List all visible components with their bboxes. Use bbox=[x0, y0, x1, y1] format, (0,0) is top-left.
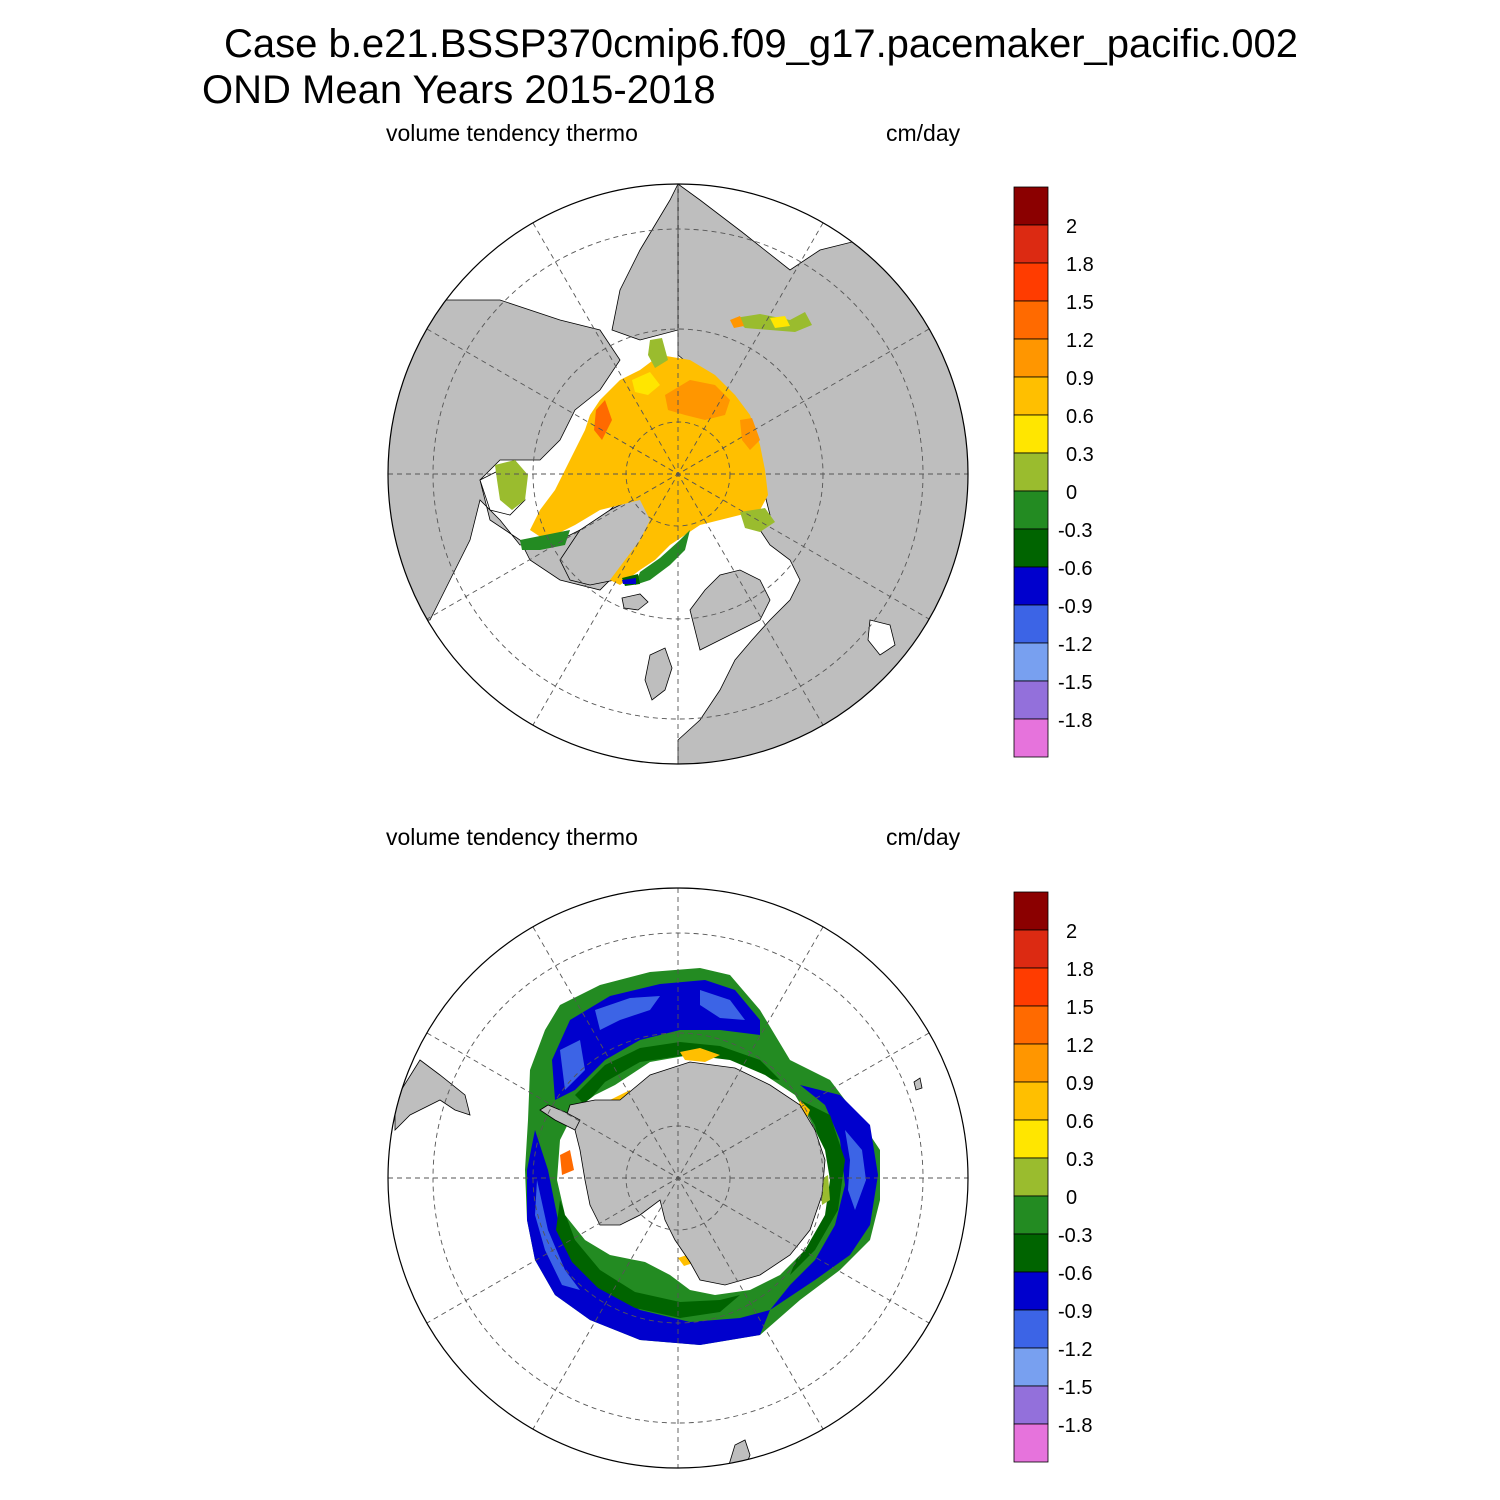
south-colorbar-label: 2 bbox=[1066, 921, 1077, 943]
south-colorbar-label: 1.8 bbox=[1066, 959, 1094, 981]
north-colorbar-label: 0.3 bbox=[1066, 444, 1094, 466]
north-colorbar-box bbox=[1013, 680, 1049, 720]
south-colorbar-box bbox=[1013, 1309, 1049, 1349]
south-colorbar-box bbox=[1013, 967, 1049, 1007]
antarctica-land bbox=[564, 1061, 826, 1286]
north-colorbar-label: 0.9 bbox=[1066, 368, 1094, 390]
north-colorbar-box bbox=[1013, 642, 1049, 682]
north-map-border bbox=[387, 183, 969, 765]
south-colorbar-box bbox=[1013, 1233, 1049, 1273]
south-colorbar-box bbox=[1013, 1081, 1049, 1121]
south-colorbar-label: -1.2 bbox=[1058, 1339, 1092, 1361]
north-colorbar-box bbox=[1013, 566, 1049, 606]
north-colorbar-box bbox=[1013, 414, 1049, 454]
north-colorbar-label: 2 bbox=[1066, 216, 1077, 238]
south-colorbar-label: 0.9 bbox=[1066, 1073, 1094, 1095]
south-colorbar-label: -1.5 bbox=[1058, 1377, 1092, 1399]
north-colorbar-label: 1.5 bbox=[1066, 292, 1094, 314]
title-line-2: OND Mean Years 2015-2018 bbox=[202, 68, 716, 112]
north-ice-field bbox=[495, 312, 812, 586]
south-colorbar-label: -0.9 bbox=[1058, 1301, 1092, 1323]
south-panel-left-label: volume tendency thermo bbox=[386, 824, 638, 850]
north-colorbar-box bbox=[1013, 452, 1049, 492]
north-colorbar-label: -0.3 bbox=[1058, 520, 1092, 542]
north-colorbar-box bbox=[1013, 718, 1049, 758]
south-map-border bbox=[387, 887, 969, 1469]
north-colorbar-label: -1.5 bbox=[1058, 672, 1092, 694]
north-colorbar-box bbox=[1013, 528, 1049, 568]
north-graticule bbox=[388, 184, 968, 764]
north-colorbar-label: 0 bbox=[1066, 482, 1077, 504]
north-colorbar-box bbox=[1013, 376, 1049, 416]
south-colorbar-label: 0 bbox=[1066, 1187, 1077, 1209]
north-panel-left-label: volume tendency thermo bbox=[386, 120, 638, 146]
north-colorbar-box bbox=[1013, 186, 1049, 226]
south-colorbar-box bbox=[1013, 1271, 1049, 1311]
north-colorbar-box bbox=[1013, 262, 1049, 302]
south-colorbar-box bbox=[1013, 1385, 1049, 1425]
south-colorbar-label: 1.5 bbox=[1066, 997, 1094, 1019]
north-panel-units: cm/day bbox=[886, 120, 961, 146]
south-colorbar-label: 1.2 bbox=[1066, 1035, 1094, 1057]
north-colorbar-box bbox=[1013, 490, 1049, 530]
north-colorbar-label: 1.2 bbox=[1066, 330, 1094, 352]
north-colorbar-label: -0.9 bbox=[1058, 596, 1092, 618]
south-colorbar-box bbox=[1013, 1157, 1049, 1197]
south-colorbar-box bbox=[1013, 1195, 1049, 1235]
south-colorbar-label: -1.8 bbox=[1058, 1415, 1092, 1437]
north-polar-map bbox=[387, 183, 969, 765]
north-colorbar-label: -0.6 bbox=[1058, 558, 1092, 580]
south-colorbar: 2 1.8 1.5 1.2 0.9 0.6 0.3 0 -0.3 -0.6 -0.9 -1.2 -1.5… bbox=[1013, 891, 1094, 1463]
north-colorbar-label: -1.2 bbox=[1058, 634, 1092, 656]
south-colorbar-label: -0.3 bbox=[1058, 1225, 1092, 1247]
south-colorbar-label: 0.3 bbox=[1066, 1149, 1094, 1171]
north-colorbar-box bbox=[1013, 604, 1049, 644]
north-colorbar-label: 1.8 bbox=[1066, 254, 1094, 276]
title-line-1: Case b.e21.BSSP370cmip6.f09_g17.pacemake… bbox=[224, 22, 1299, 66]
north-colorbar-box bbox=[1013, 338, 1049, 378]
north-colorbar-label: -1.8 bbox=[1058, 710, 1092, 732]
north-colorbar-label: 0.6 bbox=[1066, 406, 1094, 428]
south-colorbar-box bbox=[1013, 1423, 1049, 1463]
south-colorbar-box bbox=[1013, 1119, 1049, 1159]
south-colorbar-box bbox=[1013, 1005, 1049, 1045]
south-colorbar-box bbox=[1013, 1347, 1049, 1387]
south-colorbar-box bbox=[1013, 929, 1049, 969]
south-colorbar-label: 0.6 bbox=[1066, 1111, 1094, 1133]
south-colorbar-label: -0.6 bbox=[1058, 1263, 1092, 1285]
antarctic-peninsula bbox=[539, 1104, 581, 1131]
north-colorbar: 2 1.8 1.5 1.2 0.9 0.6 0.3 0 -0.3 -0.6 -0.9 -1.2 -1.5… bbox=[1013, 186, 1094, 758]
south-polar-map bbox=[387, 887, 969, 1469]
south-graticule bbox=[388, 888, 968, 1468]
north-colorbar-box bbox=[1013, 300, 1049, 340]
north-colorbar-box bbox=[1013, 224, 1049, 264]
south-panel-units: cm/day bbox=[886, 824, 961, 850]
south-colorbar-box bbox=[1013, 1043, 1049, 1083]
south-colorbar-box bbox=[1013, 891, 1049, 931]
